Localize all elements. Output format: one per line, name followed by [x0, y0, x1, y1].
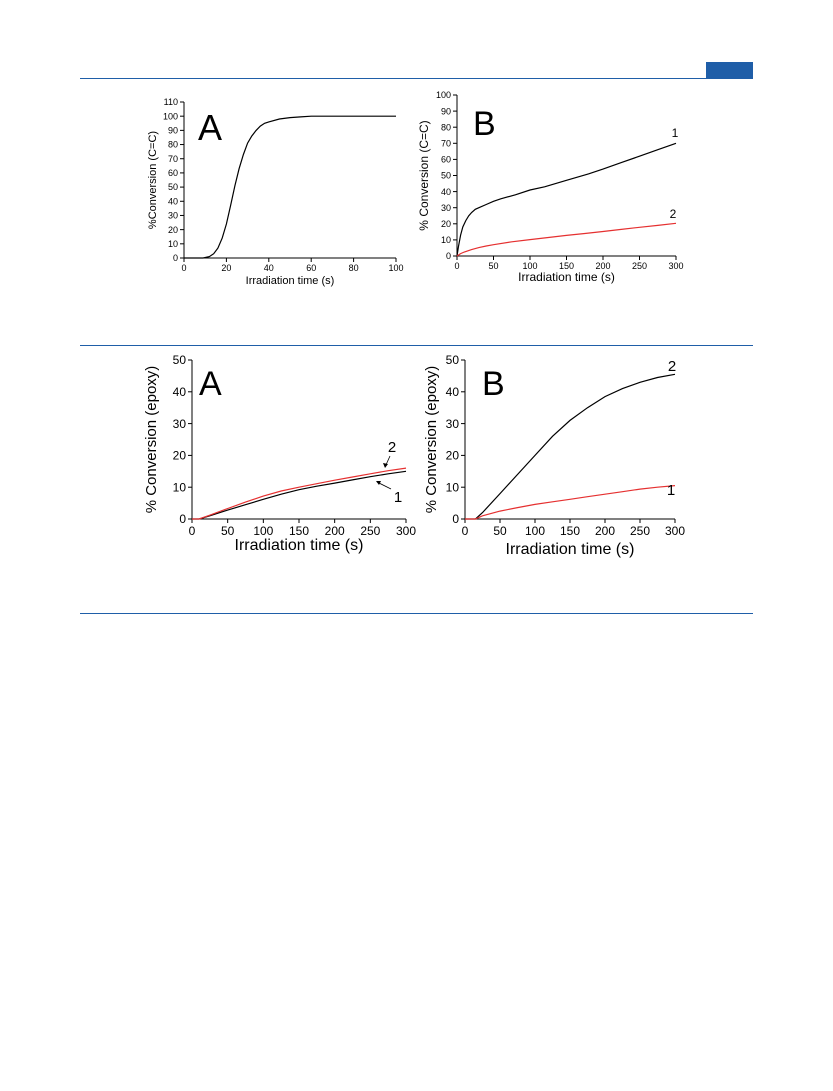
y-tick-label: 30: [168, 211, 178, 221]
y-tick-label: 0: [179, 512, 186, 526]
annotation-1: 1: [394, 489, 402, 506]
y-tick-label: 110: [164, 97, 178, 107]
x-tick-label: 20: [221, 263, 231, 273]
y-tick-label: 10: [441, 235, 451, 245]
x-tick-label: 150: [559, 261, 574, 271]
x-tick-label: 250: [360, 524, 380, 538]
y-tick-label: 90: [168, 126, 178, 136]
x-tick-label: 50: [493, 524, 507, 538]
x-tick-label: 200: [595, 524, 615, 538]
x-tick-label: 50: [488, 261, 498, 271]
y-tick-label: 20: [446, 449, 460, 463]
y-tick-label: 80: [168, 140, 178, 150]
y-tick-label: 40: [168, 196, 178, 206]
y-tick-label: 10: [168, 239, 178, 249]
y-tick-label: 60: [168, 168, 178, 178]
y-tick-label: 40: [441, 187, 451, 197]
x-axis-label: Irradiation time (s): [246, 275, 335, 287]
x-tick-label: 150: [560, 524, 580, 538]
header-rule: [80, 78, 753, 79]
annotation-1-arrow: [376, 481, 392, 490]
y-tick-label: 30: [446, 417, 460, 431]
x-tick-label: 300: [668, 261, 683, 271]
x-tick-label: 0: [462, 524, 469, 538]
y-tick-label: 90: [441, 106, 451, 116]
panel-letter: B: [473, 105, 496, 143]
x-tick-label: 50: [221, 524, 235, 538]
x-tick-label: 100: [525, 524, 545, 538]
y-axis-label: % Conversion (epoxy): [143, 366, 160, 514]
y-tick-label: 30: [173, 417, 187, 431]
section-rule-2: [80, 613, 753, 614]
y-tick-label: 30: [441, 203, 451, 213]
y-tick-label: 40: [446, 385, 460, 399]
x-tick-label: 40: [264, 263, 274, 273]
y-tick-label: 40: [173, 385, 187, 399]
x-axis-label: Irradiation time (s): [235, 537, 364, 554]
x-tick-label: 200: [595, 261, 610, 271]
y-tick-label: 20: [441, 219, 451, 229]
y-tick-label: 50: [168, 182, 178, 192]
series-line-1: [192, 470, 407, 520]
x-tick-label: 250: [630, 524, 650, 538]
y-tick-label: 0: [446, 251, 451, 261]
y-tick-label: 20: [173, 449, 187, 463]
y-tick-label: 50: [173, 353, 187, 367]
annotation-2-arrowhead: [383, 463, 388, 468]
y-tick-label: 100: [163, 111, 178, 121]
x-tick-label: 300: [396, 524, 416, 538]
x-tick-label: 100: [388, 263, 403, 273]
x-tick-label: 150: [289, 524, 309, 538]
series-label-1: 1: [672, 126, 679, 140]
y-tick-label: 10: [446, 480, 460, 494]
series-line-0: [184, 115, 396, 259]
y-tick-label: 70: [168, 154, 178, 164]
y-tick-label: 80: [441, 122, 451, 132]
panel-letter: A: [199, 365, 222, 403]
panel-letter: B: [482, 365, 505, 403]
y-axis-label: %Conversion (C=C): [147, 131, 159, 229]
y-tick-label: 50: [441, 171, 451, 181]
y-tick-label: 100: [436, 90, 451, 100]
series-line-2: [465, 373, 676, 520]
annotation-2: 2: [388, 439, 396, 456]
series-line-1: [456, 142, 677, 257]
y-tick-label: 0: [452, 512, 459, 526]
x-axis-label: Irradiation time (s): [506, 541, 635, 558]
x-tick-label: 0: [189, 524, 196, 538]
series-label-1: 1: [667, 482, 675, 499]
x-tick-label: 300: [665, 524, 685, 538]
x-tick-label: 80: [349, 263, 359, 273]
x-tick-label: 200: [325, 524, 345, 538]
y-tick-label: 20: [168, 225, 178, 235]
series-line-2: [192, 467, 407, 520]
y-tick-label: 60: [441, 155, 451, 165]
series-label-2: 2: [670, 207, 677, 221]
annotation-2-arrow: [384, 455, 391, 468]
y-tick-label: 10: [173, 480, 187, 494]
y-tick-label: 70: [441, 138, 451, 148]
series-line-1: [465, 485, 676, 520]
x-axis-label: Irradiation time (s): [518, 270, 615, 284]
x-tick-label: 60: [306, 263, 316, 273]
y-axis-label: % Conversion (epoxy): [423, 366, 440, 514]
annotation-1-arrowhead: [376, 481, 381, 485]
x-tick-label: 0: [454, 261, 459, 271]
section-rule-1: [80, 345, 753, 346]
y-tick-label: 50: [446, 353, 460, 367]
y-tick-label: 0: [173, 253, 178, 263]
panel-letter: A: [198, 107, 222, 148]
y-axis-label: % Conversion (C=C): [417, 120, 431, 230]
series-label-2: 2: [668, 358, 676, 375]
x-tick-label: 100: [522, 261, 537, 271]
series-line-2: [456, 222, 677, 257]
x-tick-label: 250: [632, 261, 647, 271]
header-tab: [706, 62, 753, 78]
x-tick-label: 100: [253, 524, 273, 538]
x-tick-label: 0: [181, 263, 186, 273]
